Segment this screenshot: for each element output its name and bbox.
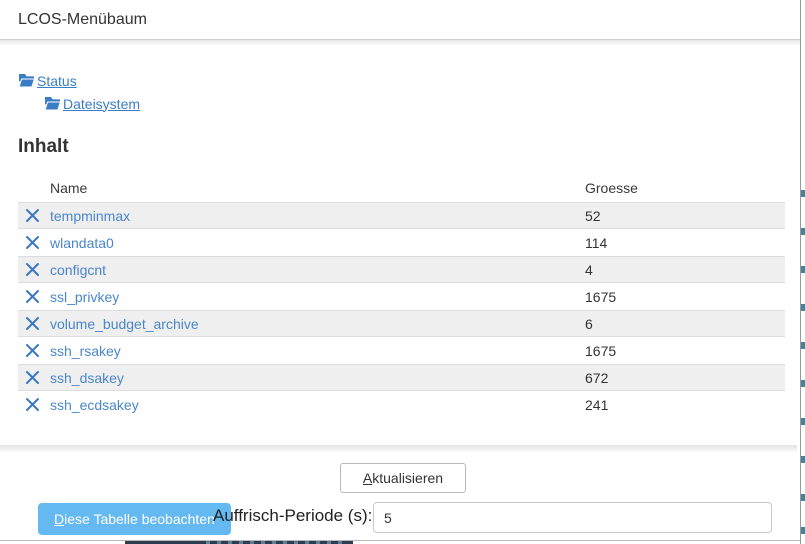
file-link[interactable]: ssh_dsakey [50,369,124,386]
scrollbar-marker [801,342,805,349]
content-table: Name Groesse tempminmax 52 wlandata0 114… [18,174,785,418]
folder-icon [18,74,35,88]
delete-icon[interactable] [24,343,40,359]
refresh-period-label: Auffrisch-Periode (s): [213,506,373,525]
file-link[interactable]: wlandata0 [50,234,114,251]
section-heading: Inhalt [18,136,69,157]
file-size: 52 [585,207,601,224]
file-size: 241 [585,396,609,413]
window-titlebar: LCOS-Menübaum [0,0,805,40]
table-row: tempminmax 52 [18,202,785,229]
folder-icon [44,97,61,111]
table-header-row: Name Groesse [18,174,785,202]
table-row: ssl_privkey 1675 [18,283,785,310]
scrollbar-marker [801,228,805,235]
tree-link-dateisystem[interactable]: Dateisystem [63,95,141,112]
tree-item-dateisystem[interactable]: Dateisystem [44,92,805,115]
file-link[interactable]: ssh_ecdsakey [50,396,139,413]
file-size: 4 [585,261,593,278]
bottom-divider [0,540,805,541]
file-size: 114 [585,234,608,251]
menu-tree: Status Dateisystem [18,69,805,115]
titlebar-shadow [0,40,805,46]
delete-icon[interactable] [24,208,40,224]
table-row: wlandata0 114 [18,229,785,256]
file-link[interactable]: ssl_privkey [50,288,120,305]
table-row: volume_budget_archive 6 [18,310,785,337]
refresh-period-input[interactable] [373,502,772,533]
file-size: 6 [585,315,593,332]
delete-icon[interactable] [24,262,40,278]
scrollbar-marker [801,190,805,197]
scrollbar-marker [801,304,805,311]
scrollbar-marker [801,380,805,387]
delete-icon[interactable] [24,370,40,386]
table-row: ssh_ecdsakey 241 [18,391,785,418]
table-row: configcnt 4 [18,256,785,283]
column-header-size: Groesse [585,180,638,196]
refresh-button[interactable]: Aktualisieren [340,463,466,493]
file-size: 672 [585,369,609,386]
table-row: ssh_dsakey 672 [18,364,785,391]
delete-icon[interactable] [24,289,40,305]
delete-icon[interactable] [24,235,40,251]
table-row: ssh_rsakey 1675 [18,337,785,364]
tree-link-status[interactable]: Status [37,72,77,89]
file-link[interactable]: configcnt [50,261,107,278]
file-link[interactable]: volume_budget_archive [50,315,199,332]
scrollbar-marker [801,456,805,463]
cutoff-bar-marks [199,541,349,544]
file-link[interactable]: tempminmax [50,207,131,224]
scrollbar[interactable] [800,0,805,544]
scrollbar-marker [801,527,805,534]
tree-item-status[interactable]: Status [18,69,805,92]
scrollbar-marker [801,266,805,273]
scrollbar-marker [801,418,805,425]
file-size: 1675 [585,288,617,305]
cutoff-dark-bar [125,541,353,544]
watch-table-button[interactable]: Diese Tabelle beobachten [38,503,231,535]
delete-icon[interactable] [24,316,40,332]
scrollbar-marker [801,494,805,501]
footer-divider [0,445,797,453]
file-link[interactable]: ssh_rsakey [50,342,121,359]
file-size: 1675 [585,342,617,359]
page-title: LCOS-Menübaum [18,10,147,28]
delete-icon[interactable] [24,397,40,413]
column-header-name: Name [50,180,88,196]
